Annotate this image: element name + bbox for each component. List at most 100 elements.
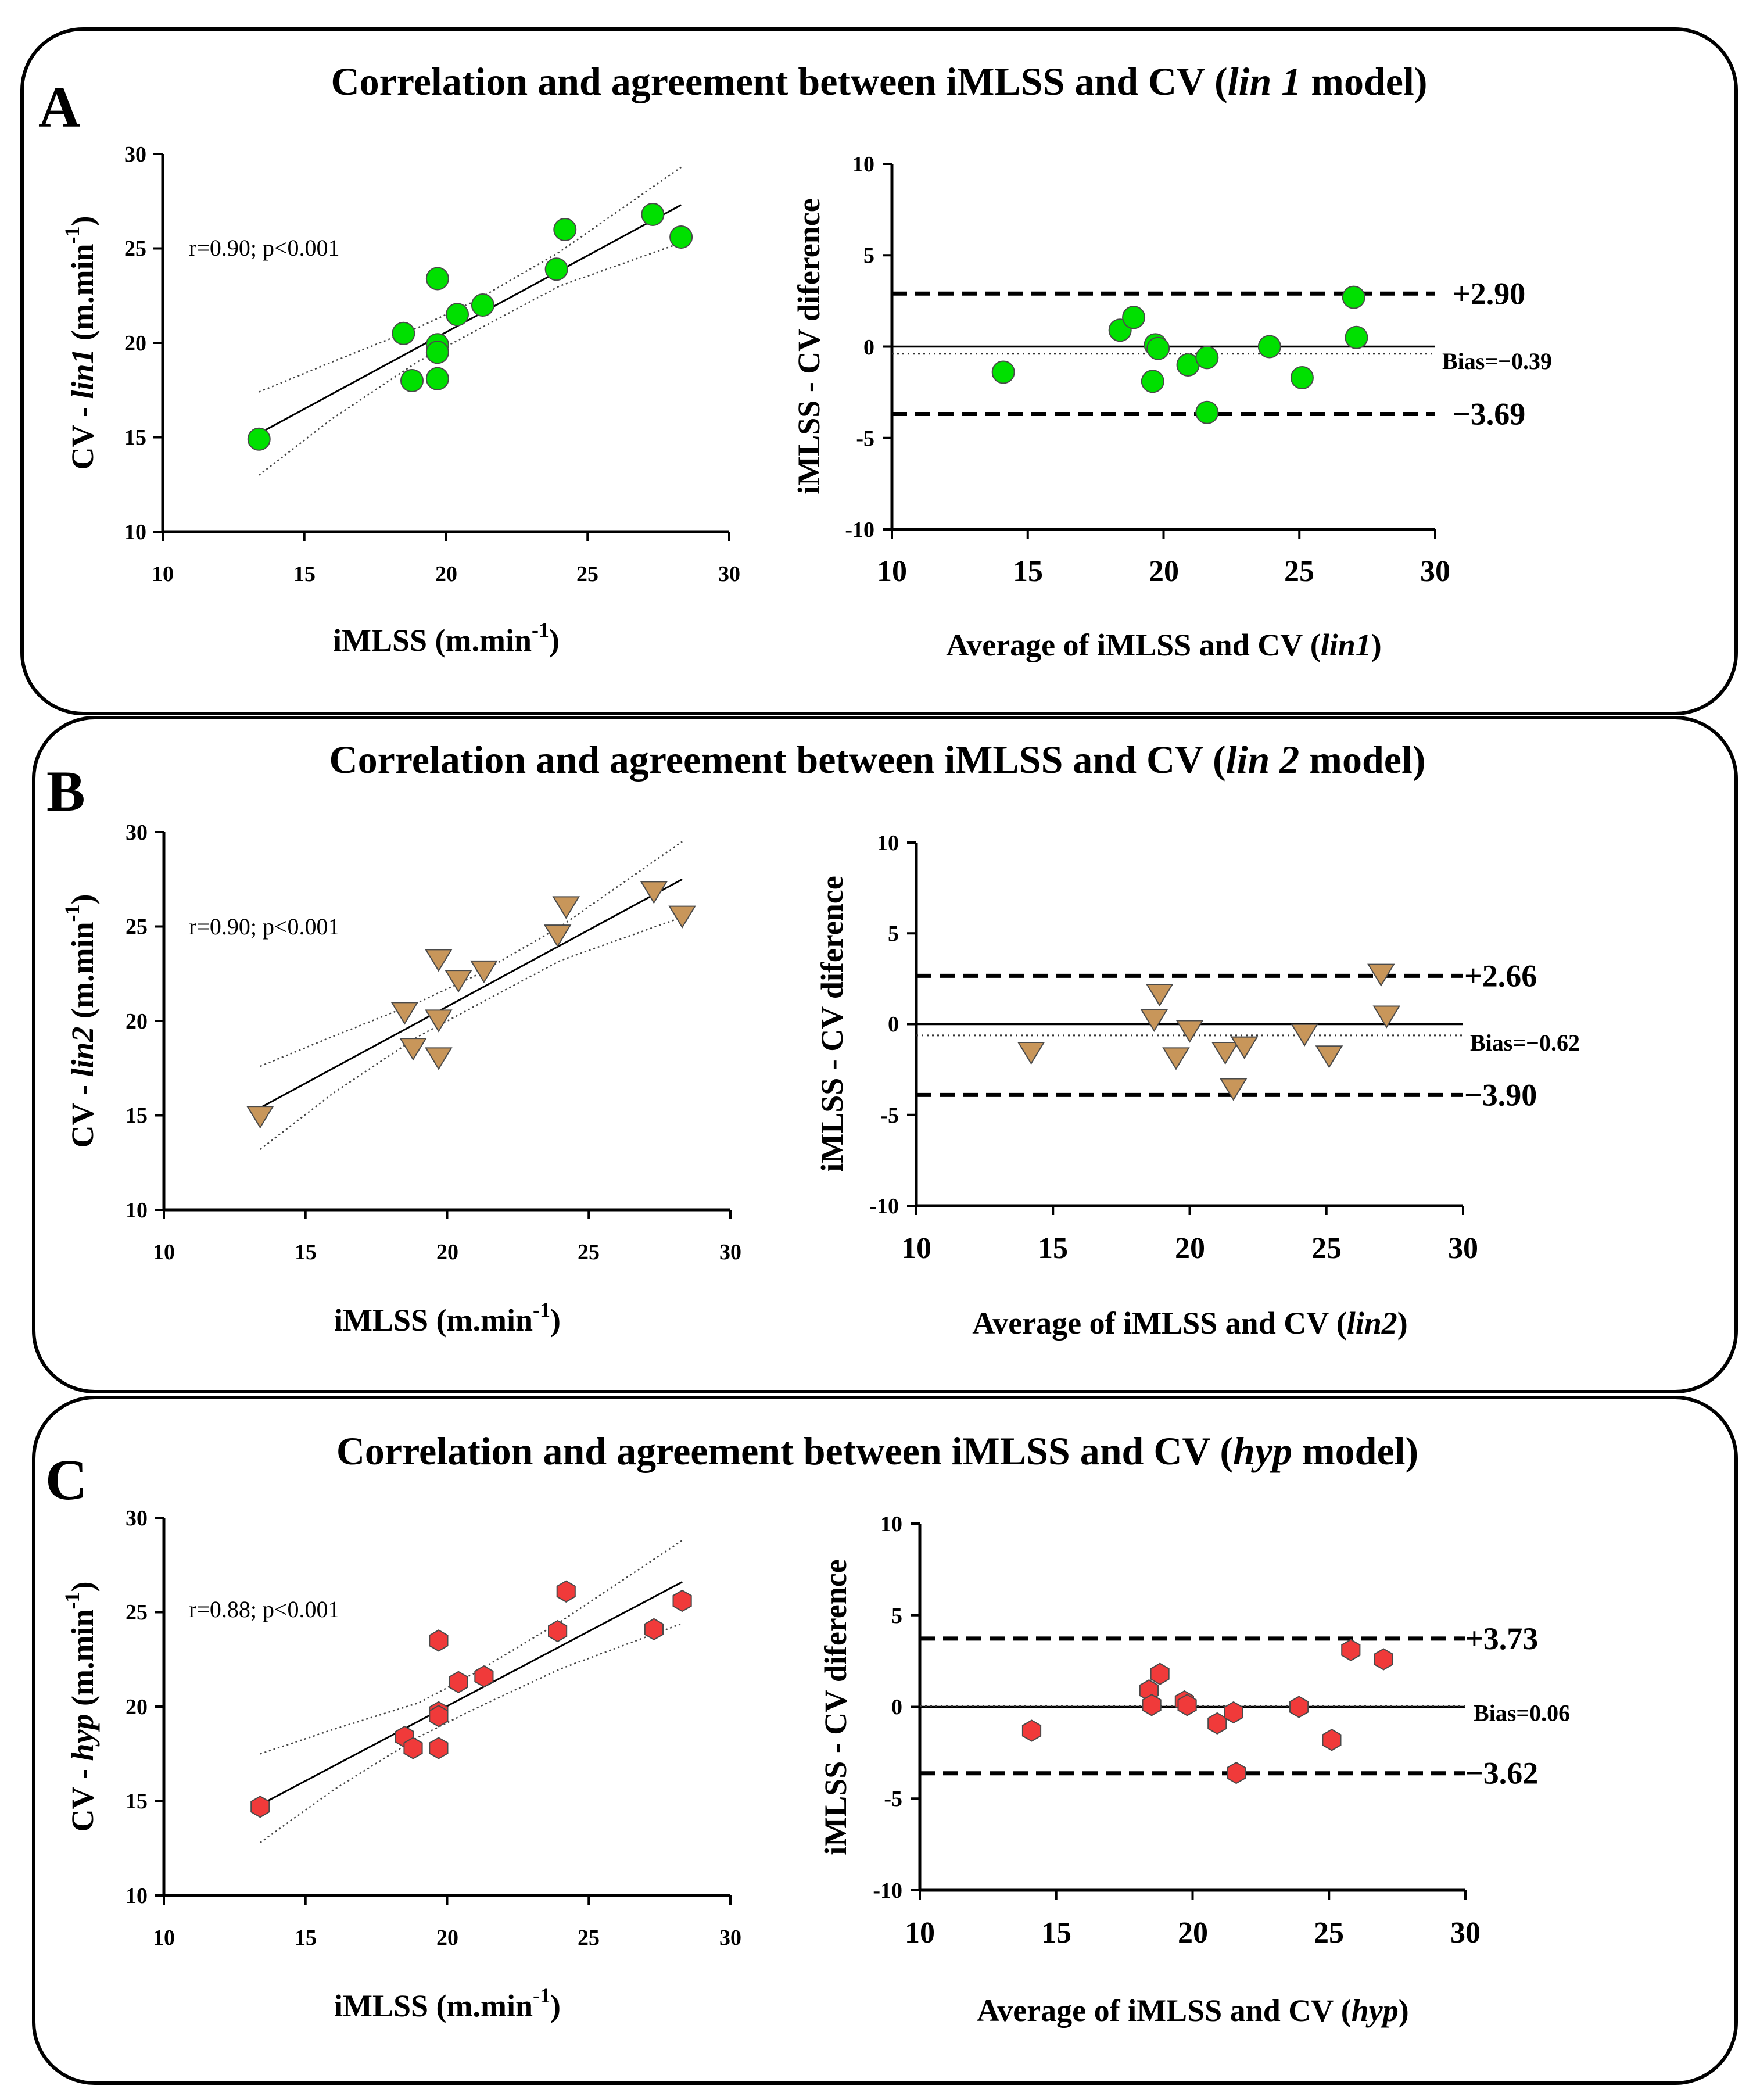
x-tick-label: 20 (1175, 1232, 1205, 1265)
data-point (1290, 365, 1314, 389)
y-tick-label: 10 (124, 520, 146, 544)
panel-a: A Correlation and agreement between iMLS… (20, 27, 1738, 715)
y-axis-label: CV - lin1 (m.min-1) (60, 216, 100, 470)
y-tick-label: 25 (124, 236, 146, 261)
data-point (1211, 1041, 1239, 1065)
y-tick-label: 5 (863, 243, 874, 268)
data-point (548, 1619, 568, 1643)
y-tick-label: 0 (863, 335, 874, 360)
panel-c-scatter: 10 15 20 25 30 10 15 20 25 30 r=0.88; p<… (60, 1506, 741, 2023)
y-axis-label: iMLSS - CV diference (815, 876, 849, 1171)
y-tick-label: 0 (891, 1695, 902, 1719)
x-tick-label: 25 (576, 562, 598, 586)
data-point (556, 1580, 576, 1603)
tick-marks (907, 841, 1464, 1215)
panel-b: B Correlation and agreement between iMLS… (32, 716, 1738, 1393)
data-point (552, 896, 580, 919)
data-point (1195, 400, 1219, 424)
x-tick-label: 30 (718, 562, 740, 586)
data-point (425, 1047, 453, 1070)
data-point (403, 1737, 423, 1759)
scatter-marks (246, 841, 696, 1150)
scatter-marks (247, 166, 693, 476)
y-tick-label: 20 (126, 1695, 148, 1719)
data-point (1141, 370, 1164, 393)
bias-label: Bias=0.06 (1474, 1700, 1570, 1726)
data-point (1291, 1023, 1318, 1047)
y-tick-label: 10 (126, 1198, 148, 1223)
y-tick-label: 15 (126, 1103, 148, 1128)
y-tick-label: -5 (880, 1103, 899, 1128)
data-point (390, 1002, 419, 1025)
data-point (1150, 1662, 1170, 1685)
x-tick-label: 10 (153, 1240, 175, 1264)
panel-b-bland-altman: 10 15 20 25 30 -10 -5 0 5 10 +2.66 −3.90… (815, 831, 1580, 1341)
regression-line (260, 1581, 683, 1806)
data-point (471, 293, 494, 317)
data-point (445, 970, 472, 993)
data-point (1122, 306, 1146, 329)
x-tick-label: 10 (877, 555, 907, 588)
panel-a-scatter: 10 15 20 25 30 10 15 20 25 30 r=0.90; p<… (60, 142, 740, 658)
bias-label: Bias=−0.39 (1442, 348, 1552, 374)
data-point (399, 1038, 427, 1061)
y-tick-label: 30 (124, 142, 146, 167)
x-axis-label: Average of iMLSS and CV (hyp) (977, 1993, 1408, 2028)
data-point (544, 257, 568, 281)
bias-label: Bias=−0.62 (1470, 1030, 1580, 1056)
y-tick-label: 10 (877, 831, 899, 855)
panel-c: C Correlation and agreement between iMLS… (32, 1396, 1738, 2085)
x-tick-label: 10 (153, 1926, 175, 1950)
data-point (1372, 1005, 1401, 1029)
data-point (400, 369, 424, 392)
y-tick-label: 0 (888, 1012, 899, 1037)
x-tick-label: 15 (295, 1926, 317, 1950)
tick-marks (153, 153, 730, 541)
data-point (1374, 1648, 1393, 1671)
difference-marks (1017, 963, 1401, 1101)
data-point (1227, 1761, 1246, 1784)
x-tick-label: 25 (578, 1240, 600, 1264)
data-point (1345, 325, 1368, 349)
data-point (425, 367, 449, 390)
panel-a-title: Correlation and agreement between iMLSS … (331, 59, 1428, 103)
data-point (425, 949, 453, 972)
x-tick-label: 30 (1448, 1232, 1478, 1265)
difference-marks (991, 285, 1368, 424)
x-tick-label: 20 (436, 1240, 458, 1264)
data-point (669, 225, 693, 249)
data-point (1322, 1729, 1342, 1751)
data-point (1175, 1020, 1204, 1043)
data-point (1142, 1694, 1162, 1716)
y-tick-label: 25 (126, 1600, 148, 1625)
scatter-marks (250, 1539, 692, 1844)
y-tick-label: -5 (884, 1787, 902, 1811)
y-tick-label: 15 (124, 425, 146, 450)
data-point (425, 341, 449, 364)
panel-c-letter: C (45, 1447, 87, 1512)
y-axis-label: iMLSS - CV diference (791, 198, 826, 494)
y-tick-label: 25 (126, 915, 148, 939)
data-point (1342, 285, 1365, 309)
data-point (247, 427, 271, 451)
confidence-band-lower (260, 1622, 683, 1844)
data-point (640, 881, 668, 904)
y-axis-label: iMLSS - CV diference (818, 1559, 853, 1855)
y-tick-label: -10 (845, 518, 874, 542)
data-point (470, 960, 498, 984)
x-tick-label: 10 (901, 1232, 931, 1265)
panel-a-frame (20, 27, 1738, 715)
data-point (392, 321, 415, 345)
x-tick-label: 10 (152, 562, 174, 586)
data-point (543, 924, 572, 948)
data-point (449, 1671, 468, 1693)
x-tick-label: 20 (436, 1926, 458, 1950)
x-tick-label: 25 (578, 1926, 600, 1950)
x-axis-label: iMLSS (m.min-1) (334, 1298, 561, 1338)
difference-marks (1021, 1639, 1393, 1784)
tick-marks (155, 831, 732, 1219)
tick-marks (155, 1517, 732, 1905)
x-tick-label: 25 (1311, 1232, 1342, 1265)
y-tick-label: 20 (124, 331, 146, 356)
